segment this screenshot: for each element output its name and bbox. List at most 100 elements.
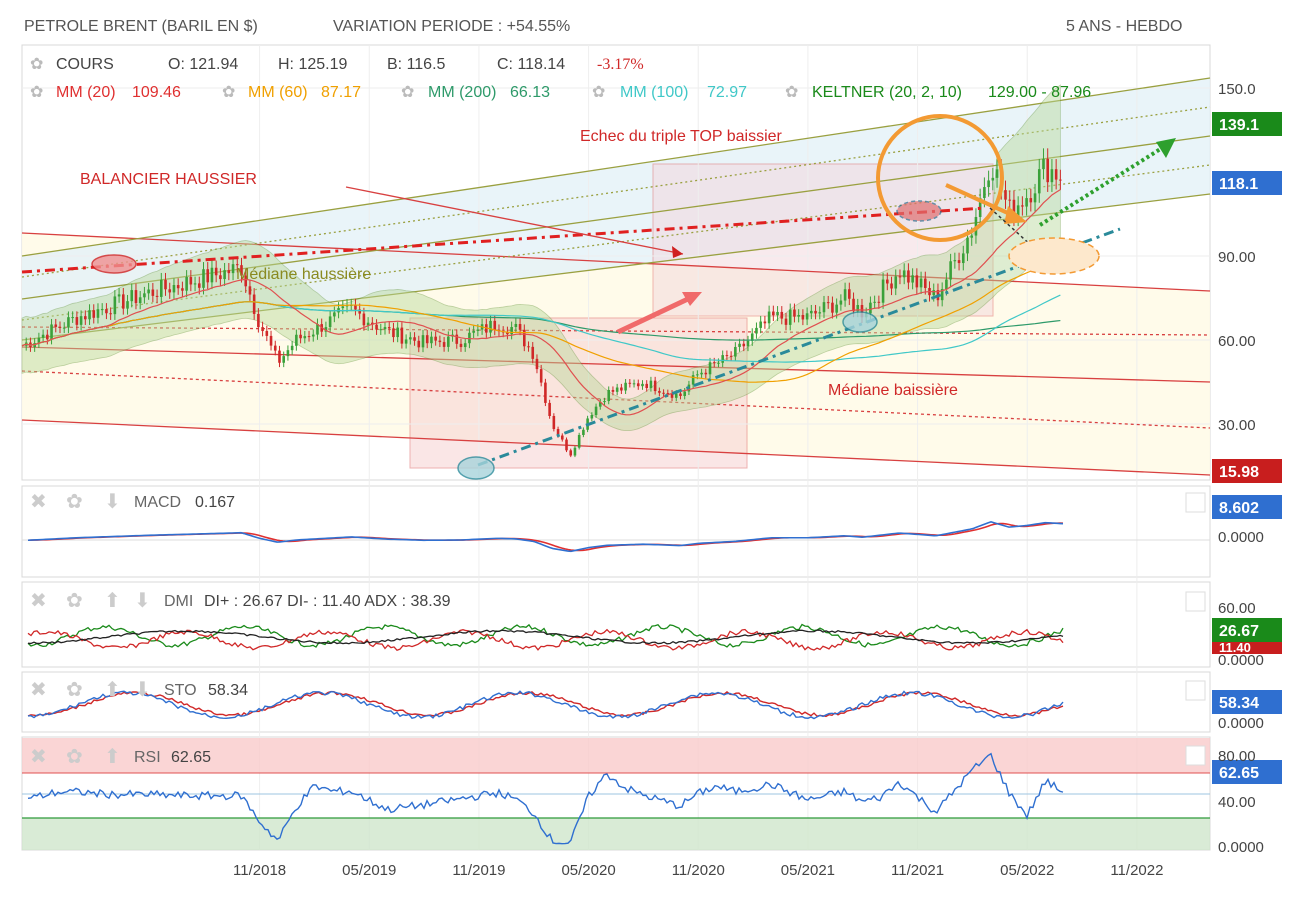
candle-body [852,298,855,312]
candle-body [223,270,226,280]
rsi-tick-80: 80.00 [1218,748,1256,765]
candle-body [674,393,678,398]
arrow-up-icon[interactable]: ⬆ [104,590,121,612]
candle-body [240,265,243,276]
gear-icon[interactable]: ✿ [66,590,83,612]
candle-body [1059,179,1062,181]
candle-body [261,327,264,332]
close-icon[interactable]: ✖ [30,491,47,513]
rsi-checkbox[interactable] [1185,745,1206,766]
support-ellipse [457,456,495,480]
candle-body [923,278,927,288]
close-icon[interactable]: ✖ [30,679,47,701]
rsi-oversold-zone [22,818,1210,850]
dmi-checkbox[interactable] [1185,591,1206,612]
candle-body [966,237,969,254]
legend-open: O: 121.94 [168,56,238,73]
legend: ✿ COURS O: 121.94 H: 125.19 B: 116.5 C: … [30,56,1091,101]
arrow-down-icon[interactable]: ⬇ [134,679,151,701]
candle-body [193,283,197,285]
candle-body [721,355,724,363]
candle-body [214,267,218,276]
candle-body [202,269,205,288]
candle-body [801,314,805,320]
candle-body [269,335,273,346]
rsi-value: 62.65 [171,749,211,766]
candle-body [130,290,134,302]
sto-line [27,690,1064,720]
arrow-up-icon[interactable]: ⬆ [104,746,121,768]
candle-body [548,402,551,416]
candle-body [303,336,307,339]
y-tick-label: 90.00 [1218,249,1256,266]
candle-body [696,374,699,376]
gear-icon: ✿ [592,84,605,101]
x-tick-label: 11/2019 [452,862,505,879]
y-tick-label: 150.0 [1218,81,1256,98]
candle-body [354,304,357,310]
legend-mm20: MM (20) [56,84,116,101]
candle-body [1008,199,1012,201]
candle-body [755,327,758,334]
candle-body [392,328,395,338]
candle-body [463,343,467,348]
rsi-tick-0: 0.0000 [1218,839,1264,856]
close-icon[interactable]: ✖ [30,590,47,612]
candle-body [729,355,733,357]
mm20-line [21,189,1061,416]
candle-body [113,296,117,315]
candle-body [1012,199,1016,218]
candle-body [311,334,315,337]
sto-checkbox[interactable] [1185,680,1206,701]
dmi-tick-0: 0.0000 [1218,652,1264,669]
candle-body [742,343,746,347]
candle-body [88,310,91,320]
arrow-up-icon[interactable]: ⬆ [104,679,121,701]
candle-body [556,429,560,436]
candle-body [919,278,923,288]
gear-icon[interactable]: ✿ [66,491,83,513]
candle-body [409,337,412,340]
candle-body [472,330,475,333]
adx-line [27,629,1064,645]
annotations: BALANCIER HAUSSIER Echec du triple TOP b… [80,128,958,399]
candle-body [514,324,518,328]
candle-body [286,350,290,357]
candle-body [421,335,425,348]
candle-body [615,387,619,392]
macd-checkbox[interactable] [1185,492,1206,513]
gear-icon[interactable]: ✿ [66,746,83,768]
candle-body [425,335,429,344]
candle-body [848,289,851,299]
candle-body [886,279,889,284]
gear-icon[interactable]: ✿ [66,679,83,701]
green-dotted-arrow [1038,146,1164,227]
x-tick-label: 11/2022 [1110,862,1163,879]
candle-body [518,324,522,330]
close-icon[interactable]: ✖ [30,746,47,768]
macd-label: MACD [134,494,181,511]
sto-value: 58.34 [208,682,248,699]
candle-body [940,288,944,301]
arrow-down-icon[interactable]: ⬇ [104,491,121,513]
arrow-down-icon[interactable]: ⬇ [134,590,151,612]
candle-body [653,380,657,392]
candle-body [62,327,66,329]
candle-body [890,283,893,289]
candle-body [805,313,809,320]
candle-body [147,289,150,294]
candle-body [1046,158,1050,183]
candle-body [683,391,686,396]
candle-body [1042,158,1045,170]
candle-body [932,290,936,296]
y-tick-label: 30.00 [1218,417,1256,434]
candle-body [961,253,965,264]
legend-keltner-value: 129.00 - 87.96 [988,84,1091,101]
candle-body [1004,190,1007,200]
period-label[interactable]: 5 ANS - HEBDO [1066,18,1183,35]
arrow-head [672,246,683,258]
badge-sto: 58.34 [1219,695,1259,712]
candle-body [594,406,598,416]
candle-body [590,415,594,419]
